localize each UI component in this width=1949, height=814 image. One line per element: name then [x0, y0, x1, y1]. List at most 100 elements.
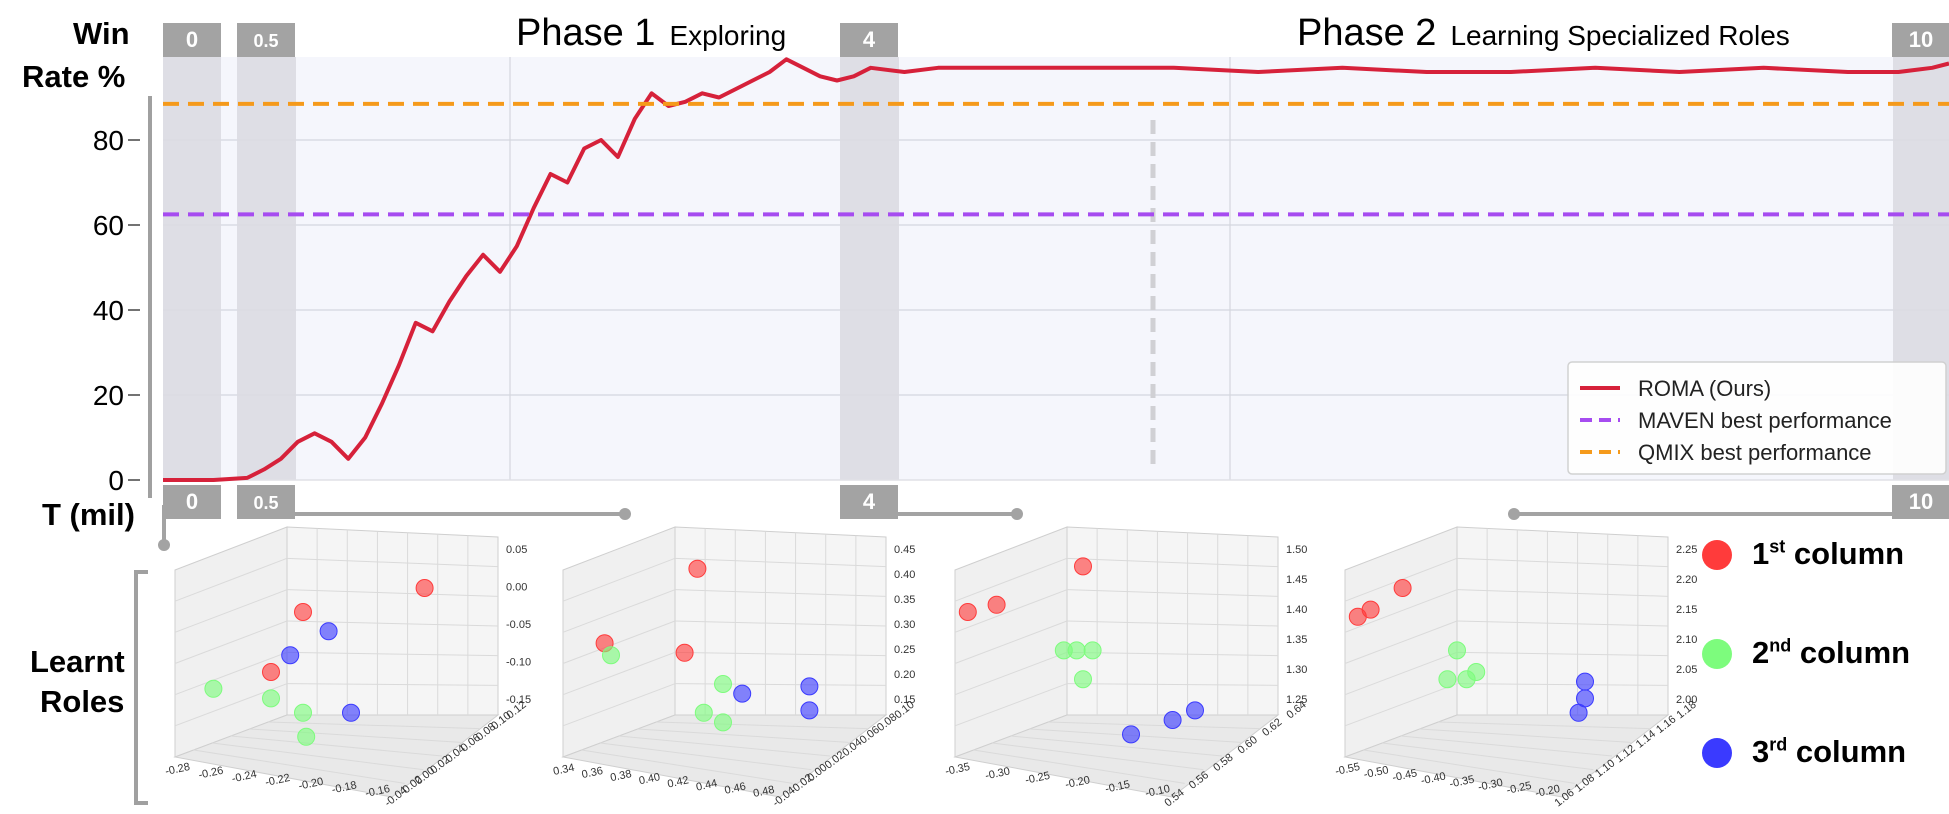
role-point — [204, 679, 223, 698]
snapshot-tag — [163, 485, 221, 519]
grid-line — [954, 557, 1068, 602]
z-tick-label: 2.25 — [1676, 544, 1697, 556]
role-point — [1393, 579, 1412, 597]
grid-line — [1363, 749, 1575, 784]
role-point — [1083, 641, 1102, 660]
z-tick-label: 0.30 — [894, 619, 915, 631]
grid-line — [674, 589, 887, 597]
grid-line — [674, 683, 887, 686]
role-point — [800, 677, 819, 696]
snapshot-band — [163, 57, 221, 480]
grid-line — [174, 651, 288, 696]
x-tick-label: -0.22 — [264, 772, 291, 789]
legend-label: MAVEN best performance — [1638, 408, 1892, 433]
z-tick-label: 2.10 — [1676, 634, 1697, 646]
snapshot-tags: 0 0 0.5 0.5 4 4 10 10 — [163, 23, 1949, 519]
grid-line — [618, 735, 831, 757]
z-tick-label: 0.45 — [894, 544, 915, 556]
y-axis-label-win: Win — [73, 16, 130, 51]
x-tick-label: 0.38 — [609, 768, 632, 784]
role-legend-dot — [1702, 639, 1732, 669]
z-tick-label: 2.15 — [1676, 604, 1697, 616]
x-tick-label: -0.20 — [297, 776, 324, 793]
role-point — [694, 703, 713, 722]
snapshot-band — [237, 57, 296, 480]
grid-line — [656, 721, 868, 730]
x-tick-label: -0.30 — [1477, 777, 1504, 794]
z-tick-label: 1.40 — [1286, 604, 1307, 616]
connector-dot — [619, 508, 631, 520]
panel-wall — [286, 526, 499, 716]
grid-line — [562, 620, 676, 664]
x-tick-label: -0.20 — [1064, 774, 1091, 791]
z-tick-label: 0.05 — [506, 544, 527, 556]
panel-grid — [562, 528, 887, 784]
snapshot-connectors — [158, 505, 1893, 551]
x-tick-label: -0.28 — [164, 761, 191, 778]
grid-line — [674, 651, 887, 657]
legend-frame — [1567, 361, 1947, 475]
z-tick-label: 2.05 — [1676, 664, 1697, 676]
role-panel: 0.05 0.00 -0.05 -0.10 -0.15 -0.28 -0.26 -0.24 -0… — [164, 526, 531, 809]
role-point — [1122, 725, 1140, 744]
phase-2-label: Phase 2 — [1297, 12, 1437, 54]
x-tick-label: -0.45 — [1391, 767, 1418, 784]
grid-line — [1344, 620, 1458, 664]
grid-line — [1344, 651, 1458, 696]
role-point — [1569, 703, 1588, 722]
y-axis-label-rate: Rate % — [22, 59, 126, 94]
role-legend-item: 1st column — [1752, 536, 1904, 572]
phase-1-title: Phase 1 Exploring — [516, 12, 786, 55]
x-tick-label: -0.40 — [1420, 770, 1447, 787]
role-legend-dots — [1702, 540, 1732, 768]
x-tick-label: -0.10 — [1144, 783, 1171, 800]
grid-line — [212, 742, 424, 771]
x-tick-label: 0.44 — [695, 777, 718, 793]
y-axis: 0 20 40 60 80 — [93, 96, 152, 498]
y-tick-label: 40 — [93, 295, 124, 326]
x-tick-label: -0.50 — [1363, 764, 1390, 781]
y-tick-label: 80 — [93, 125, 124, 156]
role-point — [415, 579, 434, 597]
x-tick-label: -0.55 — [1334, 761, 1361, 778]
x-tick-label: 0.48 — [752, 784, 775, 800]
grid-line — [1344, 589, 1458, 633]
role-point — [1467, 663, 1486, 681]
role-point — [1067, 641, 1086, 660]
grid-line — [1048, 721, 1260, 730]
role-point — [297, 727, 316, 746]
x-tick-label: -0.15 — [1104, 779, 1131, 796]
role-point — [319, 622, 338, 641]
legend-ordinal: 3 — [1752, 734, 1770, 769]
role-point — [262, 663, 280, 681]
snapshot-tag — [237, 23, 295, 57]
x-tick-label: 0.46 — [724, 781, 747, 797]
grid-line — [992, 742, 1204, 771]
legend-label: ROMA (Ours) — [1638, 376, 1771, 401]
chart-legend: ROMA (Ours) MAVEN best performance QMIX be… — [1567, 361, 1947, 475]
snapshot-tag-label: 0 — [186, 27, 198, 52]
snapshot-tag-label: 10 — [1909, 27, 1933, 52]
role-point — [1576, 672, 1594, 691]
grid-line — [268, 721, 480, 730]
grid-line — [1456, 683, 1669, 686]
z-tick-label: 0.40 — [894, 569, 915, 581]
snapshot-tag — [1892, 485, 1949, 519]
phase-1-label: Phase 1 — [516, 12, 656, 54]
z-tick-label: 0.20 — [894, 669, 915, 681]
grid-line — [230, 735, 443, 757]
x-tick-label: 0.40 — [638, 771, 661, 787]
snapshot-bands — [163, 57, 1949, 480]
grid-line — [562, 683, 676, 727]
snapshot-tag — [840, 23, 898, 57]
snapshot-tag — [1892, 23, 1949, 57]
z-tick-label: 0.15 — [894, 694, 915, 706]
x-tick-label: -0.35 — [944, 761, 971, 778]
role-point — [1074, 670, 1092, 689]
grid-line — [1066, 589, 1279, 597]
legend-text: column — [1793, 536, 1905, 571]
grid-line — [1066, 683, 1279, 686]
grid-line — [562, 651, 676, 696]
grid-line — [1382, 742, 1594, 771]
grid-line — [954, 589, 1068, 633]
